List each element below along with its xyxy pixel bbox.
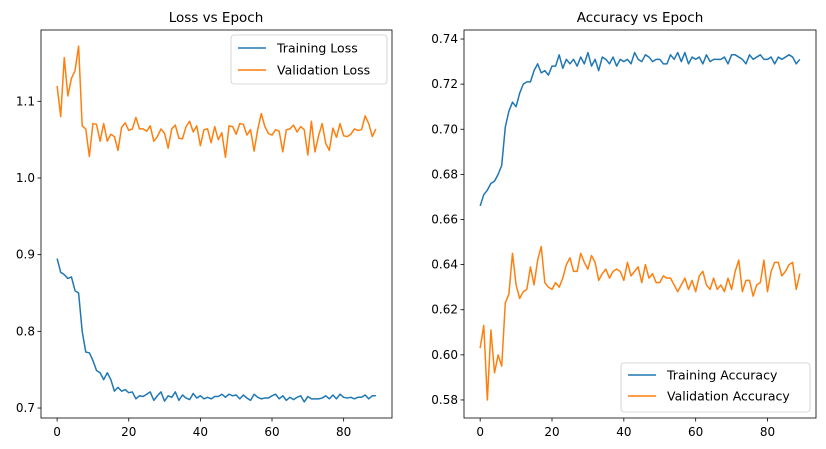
loss-x-tick-label: 40 xyxy=(193,425,208,439)
accuracy-x-ticks: 0 20 40 60 80 xyxy=(476,418,775,439)
accuracy-y-tick-label: 0.64 xyxy=(431,258,458,272)
loss-x-tick-label: 60 xyxy=(264,425,279,439)
accuracy-x-tick-label: 20 xyxy=(544,425,559,439)
legend-label-validation-accuracy: Validation Accuracy xyxy=(667,389,790,404)
accuracy-series-line-training-accuracy xyxy=(479,51,801,207)
accuracy-y-tick-label: 0.66 xyxy=(431,212,458,226)
loss-legend: Training Loss Validation Loss xyxy=(230,34,388,85)
loss-y-tick-label: 1.0 xyxy=(16,171,35,185)
loss-x-tick-label: 0 xyxy=(53,425,61,439)
loss-chart: Loss vs Epoch 0 20 40 60 80 0.70.80.91.01.1 … xyxy=(16,10,393,439)
loss-y-tick-label: 0.9 xyxy=(16,248,35,262)
accuracy-y-tick-label: 0.68 xyxy=(431,167,458,181)
loss-x-tick-label: 80 xyxy=(336,425,351,439)
accuracy-x-tick-label: 0 xyxy=(476,425,484,439)
legend-label-validation-loss: Validation Loss xyxy=(277,63,370,78)
loss-y-tick-label: 0.7 xyxy=(16,401,35,415)
accuracy-chart-title: Accuracy vs Epoch xyxy=(577,10,704,26)
accuracy-series-line-validation-accuracy xyxy=(479,245,801,401)
accuracy-x-tick-label: 40 xyxy=(616,425,631,439)
legend-label-training-accuracy: Training Accuracy xyxy=(666,368,778,383)
accuracy-y-tick-label: 0.74 xyxy=(431,32,458,46)
loss-legend-box xyxy=(230,34,388,85)
loss-x-tick-label: 20 xyxy=(121,425,136,439)
accuracy-y-ticks: 0.58 0.60 0.62 0.64 0.66 0.68 0.70 0.72 0.74 xyxy=(431,32,464,407)
loss-series-line-training-loss xyxy=(56,258,376,403)
loss-series-line-validation-loss xyxy=(56,45,377,159)
loss-y-ticks: 0.7 0.8 0.9 1.0 1.1 xyxy=(16,94,41,415)
loss-series-group xyxy=(56,45,377,403)
legend-label-training-loss: Training Loss xyxy=(276,41,358,56)
accuracy-plot-frame xyxy=(463,29,817,419)
loss-y-tick-label: 1.1 xyxy=(16,94,35,108)
accuracy-y-tick-label: 0.58 xyxy=(431,393,458,407)
accuracy-legend: Training Accuracy Validation Accuracy xyxy=(620,362,811,413)
loss-plot-frame xyxy=(40,29,393,419)
accuracy-series-group xyxy=(479,51,801,401)
accuracy-y-tick-label: 0.72 xyxy=(431,77,458,91)
accuracy-y-tick-label: 0.70 xyxy=(431,122,458,136)
loss-y-tick-label: 0.8 xyxy=(16,324,35,338)
loss-x-ticks: 0 20 40 60 80 xyxy=(53,418,351,439)
accuracy-chart: Accuracy vs Epoch 0 20 40 60 80 0.58 0.60 0.62… xyxy=(431,10,817,439)
accuracy-y-tick-label: 0.62 xyxy=(431,303,458,317)
accuracy-x-tick-label: 60 xyxy=(688,425,703,439)
accuracy-legend-box xyxy=(620,362,811,413)
loss-chart-title: Loss vs Epoch xyxy=(169,10,264,26)
accuracy-y-tick-label: 0.60 xyxy=(431,348,458,362)
accuracy-x-tick-label: 80 xyxy=(760,425,775,439)
